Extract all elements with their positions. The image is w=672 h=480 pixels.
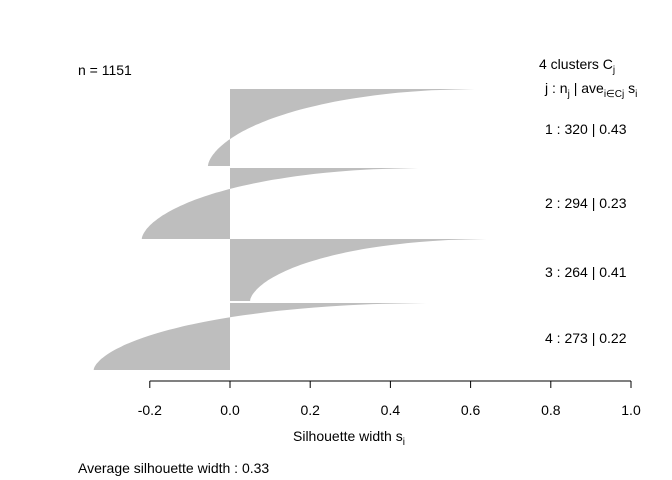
cluster-label-2: 2 : 294 | 0.23 [545,195,627,211]
n-label: n = 1151 [78,62,132,78]
x-tick-label: 0.4 [381,402,401,418]
cluster-label-3: 3 : 264 | 0.41 [545,264,627,280]
x-tick-label: 0.6 [461,402,481,418]
columns-header: j : nj | avei∈Cj si [545,80,638,100]
silhouette-cluster-1 [207,89,475,166]
cluster-label-4: 4 : 273 | 0.22 [545,330,627,346]
x-axis: -0.2 0.0 0.2 0.4 0.6 0.8 1.0 [138,380,641,418]
x-tick-label: 0.2 [300,402,320,418]
cluster-label-1: 1 : 320 | 0.43 [545,121,627,137]
silhouette-cluster-3 [230,239,487,301]
x-tick-label: 1.0 [621,402,641,418]
x-tick-label: -0.2 [138,402,162,418]
silhouette-cluster-2 [141,168,419,239]
x-tick-label: 0.8 [541,402,561,418]
silhouette-cluster-4 [93,303,427,370]
silhouette-bars [93,89,487,370]
x-tick-label: 0.0 [220,402,240,418]
x-axis-label: Silhouette width si [293,428,405,448]
clusters-header: 4 clusters Cj [539,56,616,76]
average-silhouette-footer: Average silhouette width : 0.33 [78,460,270,476]
